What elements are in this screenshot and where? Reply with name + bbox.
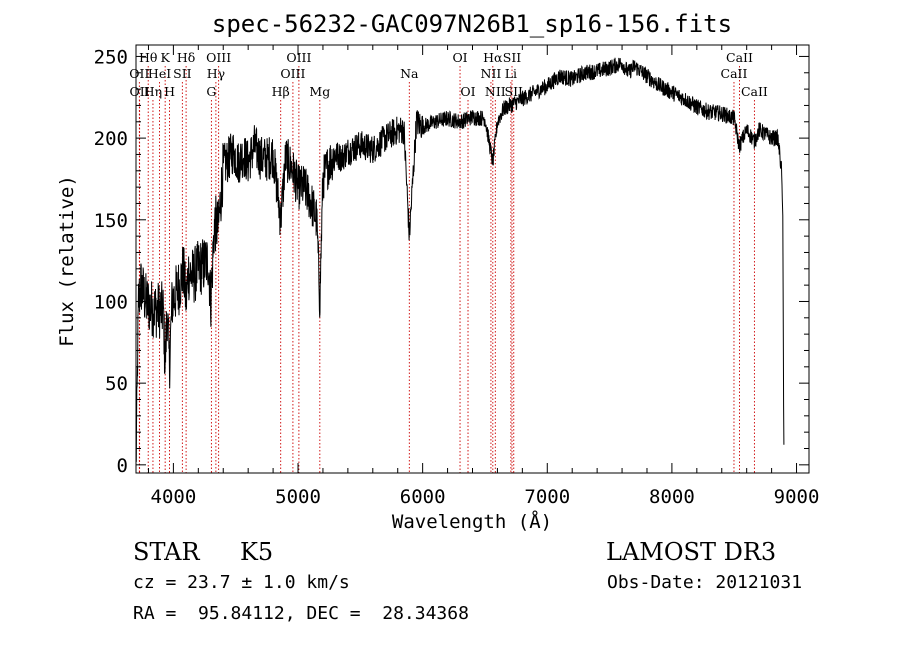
spectrum-line <box>135 57 785 462</box>
chart-title: spec-56232-GAC097N26B1_sp16-156.fits <box>212 10 732 38</box>
line-label: NII <box>485 84 506 99</box>
x-tick-label: 8000 <box>649 486 695 508</box>
line-label: Na <box>400 66 419 81</box>
line-label: Hθ <box>139 50 157 65</box>
line-label: CaII <box>726 50 753 65</box>
object-subclass: K5 <box>240 538 274 566</box>
line-label: OIII <box>206 50 231 65</box>
line-label: Li <box>505 66 517 81</box>
x-tick-label: 7000 <box>524 486 570 508</box>
line-label: Hη <box>144 84 162 99</box>
x-axis-label: Wavelength (Å) <box>392 510 552 533</box>
y-tick-label: 200 <box>94 128 128 150</box>
object-class: STAR <box>133 538 200 566</box>
line-label: Mg <box>309 84 330 99</box>
y-tick-label: 250 <box>94 46 128 68</box>
line-markers <box>138 66 755 473</box>
line-label: OIII <box>280 66 305 81</box>
x-tick-label: 9000 <box>774 486 820 508</box>
x-tick-label: 6000 <box>400 486 446 508</box>
line-label: Hγ <box>207 66 225 81</box>
line-label: H <box>164 84 175 99</box>
y-tick-label: 100 <box>94 291 128 313</box>
survey-name: LAMOST DR3 <box>606 538 777 566</box>
line-label: NII <box>481 66 502 81</box>
axis-ticks: 4000 5000 6000 7000 8000 9000 0 50 100 150 200 250 <box>94 45 820 508</box>
obs-date: Obs-Date: 20121031 <box>607 572 803 593</box>
line-label: G <box>206 84 216 99</box>
line-label: OII <box>129 66 149 81</box>
y-axis-label: Flux (relative) <box>56 175 78 347</box>
y-tick-label: 0 <box>117 455 128 477</box>
line-label: OII <box>130 84 150 99</box>
coordinates: RA = 95.84112, DEC = 28.34368 <box>133 603 469 624</box>
y-tick-label: 150 <box>94 210 128 232</box>
line-label: OI <box>460 84 475 99</box>
redshift-line: cz = 23.7 ± 1.0 km/s <box>133 572 350 593</box>
line-label: SII <box>505 84 524 99</box>
line-label: OI <box>452 50 467 65</box>
line-label: SII <box>173 66 192 81</box>
line-label: Hδ <box>177 50 195 65</box>
x-tick-label: 4000 <box>151 486 197 508</box>
line-label: SII <box>503 50 522 65</box>
line-label: CaII <box>721 66 748 81</box>
line-label: HeI <box>148 66 171 81</box>
line-label: OIII <box>286 50 311 65</box>
line-label: Hα <box>483 50 503 65</box>
y-tick-label: 50 <box>105 373 128 395</box>
x-tick-label: 5000 <box>275 486 321 508</box>
line-label: CaII <box>741 84 768 99</box>
line-label: Hβ <box>272 84 290 99</box>
line-label: K <box>160 50 170 65</box>
